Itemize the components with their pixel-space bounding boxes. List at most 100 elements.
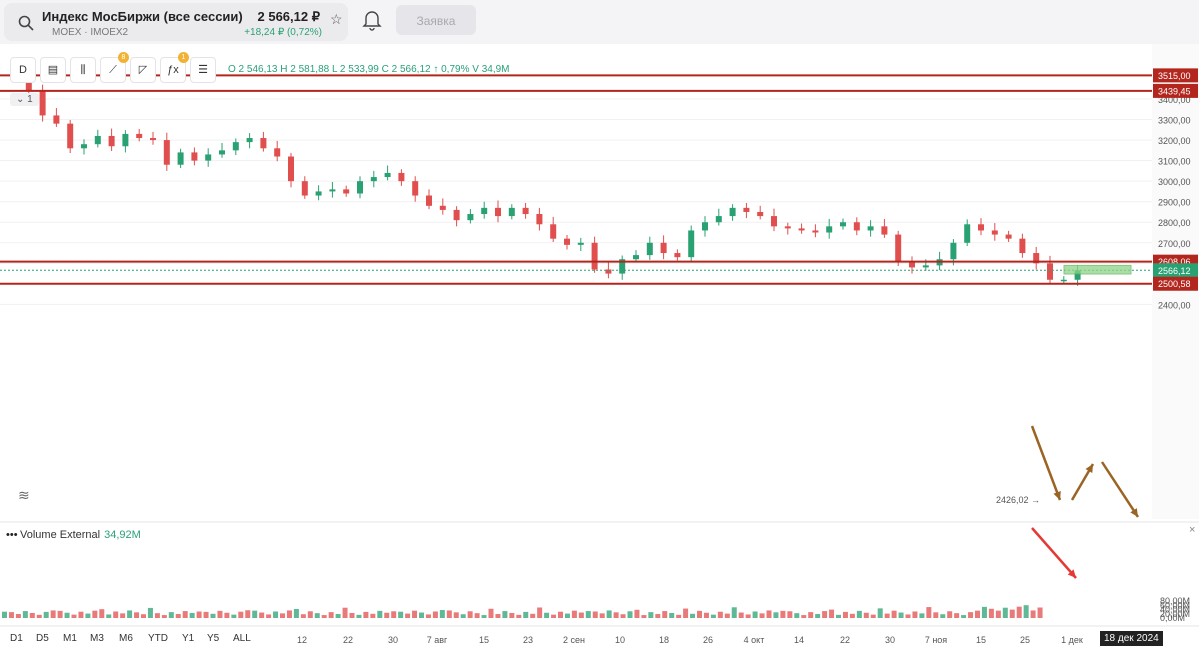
candle-body (536, 214, 543, 225)
volume-bar (759, 613, 765, 618)
ticker-price: 2 566,12 ₽ (257, 9, 321, 24)
support-resistance-lines (0, 74, 1152, 285)
volume-bar (502, 611, 508, 618)
candle-body (508, 207, 515, 217)
volume-bar (975, 610, 980, 618)
volume-bar (773, 612, 779, 618)
candle-body (329, 189, 336, 192)
ticker-selector[interactable]: Индекс МосБиржи (все сессии) MOEX · IMOE… (4, 3, 348, 41)
order-button[interactable]: Заявка (396, 5, 476, 35)
volume-bar (224, 612, 230, 618)
volume-bar (147, 607, 153, 618)
volume-bar (22, 611, 28, 618)
candle-body (108, 135, 115, 147)
volume-bar (606, 610, 612, 618)
volume-bar (1023, 605, 1029, 618)
candle-body (81, 144, 87, 149)
level-tag-label: 2500,58 (1158, 279, 1191, 289)
volume-bar (842, 611, 848, 618)
candle-body (191, 152, 198, 161)
volume-bar (627, 611, 633, 618)
candle-body (232, 142, 239, 151)
volume-bar (43, 611, 49, 618)
volume-bar (613, 612, 619, 618)
candle-body (1047, 263, 1053, 280)
volume-bar (453, 612, 459, 618)
candle-body (633, 255, 639, 260)
volume-bar (690, 613, 696, 618)
interval-button[interactable]: D (10, 57, 36, 83)
period-m6[interactable]: M6 (119, 633, 133, 644)
period-all[interactable]: ALL (233, 633, 251, 644)
level-tag-label: 3515,00 (1158, 71, 1191, 81)
candle-body (895, 234, 902, 262)
candle-body (150, 138, 156, 141)
legend-toggle-count: 1 (27, 94, 33, 105)
period-m3[interactable]: M3 (90, 633, 104, 644)
volume-bar (335, 614, 341, 618)
candle-body (743, 207, 750, 212)
time-tick-label: 4 окт (744, 635, 765, 645)
volume-bar (933, 612, 939, 618)
volume-bar (877, 608, 883, 618)
candle-body (950, 242, 957, 260)
close-icon: × (1189, 524, 1195, 536)
candle-body (812, 230, 819, 233)
time-tick-label: 15 (976, 635, 986, 645)
candle-body (674, 253, 681, 258)
volume-bar (752, 611, 758, 618)
candle-body (67, 123, 74, 149)
candle-body (94, 135, 101, 145)
period-d1[interactable]: D1 (10, 633, 23, 644)
candle-body (798, 228, 805, 231)
volume-bar (342, 607, 348, 618)
volume-bar (419, 612, 424, 618)
candle-body (550, 224, 557, 239)
candle-body (702, 222, 708, 231)
low-annotation: 2426,02 → (996, 495, 1040, 505)
volume-bar (154, 613, 160, 618)
volume-bar (439, 610, 445, 618)
candlesticks (12, 71, 1081, 286)
candle-body (784, 226, 791, 229)
volume-bar (1002, 607, 1008, 618)
volume-bar (29, 612, 35, 618)
volume-label: Volume External 34,92M (20, 529, 141, 541)
price-chart[interactable]: 2426,02 →≋ 3400,003300,003200,003100,003… (0, 44, 1199, 652)
candle-body (591, 242, 598, 270)
period-y1[interactable]: Y1 (182, 633, 195, 644)
price-tick-label: 2400,00 (1158, 300, 1191, 310)
bell-icon[interactable] (362, 9, 382, 31)
time-tick-label: 7 авг (427, 635, 448, 645)
candle-body (564, 238, 570, 245)
volume-bar (703, 612, 709, 618)
star-icon[interactable]: ☆ (330, 11, 343, 27)
level-tag-label: 3439,45 (1158, 86, 1191, 96)
arrow-volume (1031, 527, 1077, 579)
volume-menu-icon[interactable]: ••• (6, 529, 18, 541)
candle-body (25, 78, 32, 91)
ruler-icon[interactable]: ◸ (130, 57, 156, 83)
candles-icon[interactable]: ⫼ (70, 57, 96, 83)
volume-bar (134, 612, 140, 618)
ticker-change: +18,24 ₽ (0,72%) (244, 27, 322, 38)
volume-bar (328, 612, 334, 618)
candle-body (826, 226, 833, 233)
volume-bar (884, 613, 890, 618)
candle-body (1005, 234, 1012, 239)
legend-toggle[interactable]: ⌄ 1 (10, 93, 39, 106)
period-m1[interactable]: M1 (63, 633, 77, 644)
period-y5[interactable]: Y5 (207, 633, 220, 644)
chart-type-icon[interactable]: ▤ (40, 57, 66, 83)
settings-icon[interactable]: ☰ (190, 57, 216, 83)
volume-bar (912, 611, 918, 618)
candle-body (343, 189, 350, 194)
candle-body (1074, 270, 1081, 280)
draw-tools-icon[interactable]: ⟋ 8 (100, 52, 129, 83)
period-d5[interactable]: D5 (36, 633, 49, 644)
price-axis: 3400,00 3300,00 3200,00 3100,00 3000,00 2900,… (1152, 44, 1199, 519)
period-ytd[interactable]: YTD (148, 633, 168, 644)
candle-body (288, 156, 294, 182)
indicators-icon[interactable]: ƒx 1 (160, 52, 189, 83)
volume-bar (648, 612, 654, 618)
